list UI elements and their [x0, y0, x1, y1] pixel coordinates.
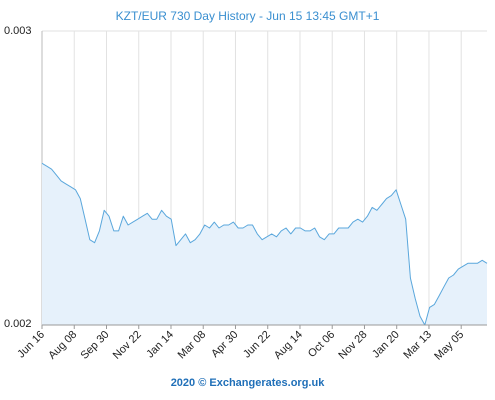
series-line: [41, 162, 488, 326]
y-tick-label-top: 0.003: [4, 25, 32, 37]
chart-title: KZT/EUR 730 Day History - Jun 15 13:45 G…: [115, 9, 380, 23]
x-tick-label: Aug 08: [46, 329, 79, 362]
x-tick-label: Mar 08: [176, 329, 209, 362]
x-tick-label: Jan 14: [144, 329, 176, 361]
x-tick-label: Oct 06: [306, 329, 337, 360]
x-tick-label: Nov 28: [336, 329, 369, 362]
x-tick-label: Nov 22: [111, 329, 144, 362]
y-tick-label-bottom: 0.002: [4, 318, 32, 330]
x-tick-label: Mar 13: [401, 329, 434, 362]
series-area: [42, 163, 487, 325]
x-tick-label: Aug 14: [272, 329, 305, 362]
footer-credit: 2020 © Exchangerates.org.uk: [170, 377, 325, 389]
x-tick-label: Apr 30: [209, 329, 240, 360]
x-tick-label: May 05: [432, 329, 466, 363]
x-tick-label: Jan 20: [370, 329, 402, 361]
x-tick-label: Jun 16: [15, 329, 47, 361]
x-tick-label: Jun 22: [241, 329, 273, 361]
x-tick-label: Sep 30: [78, 329, 111, 362]
